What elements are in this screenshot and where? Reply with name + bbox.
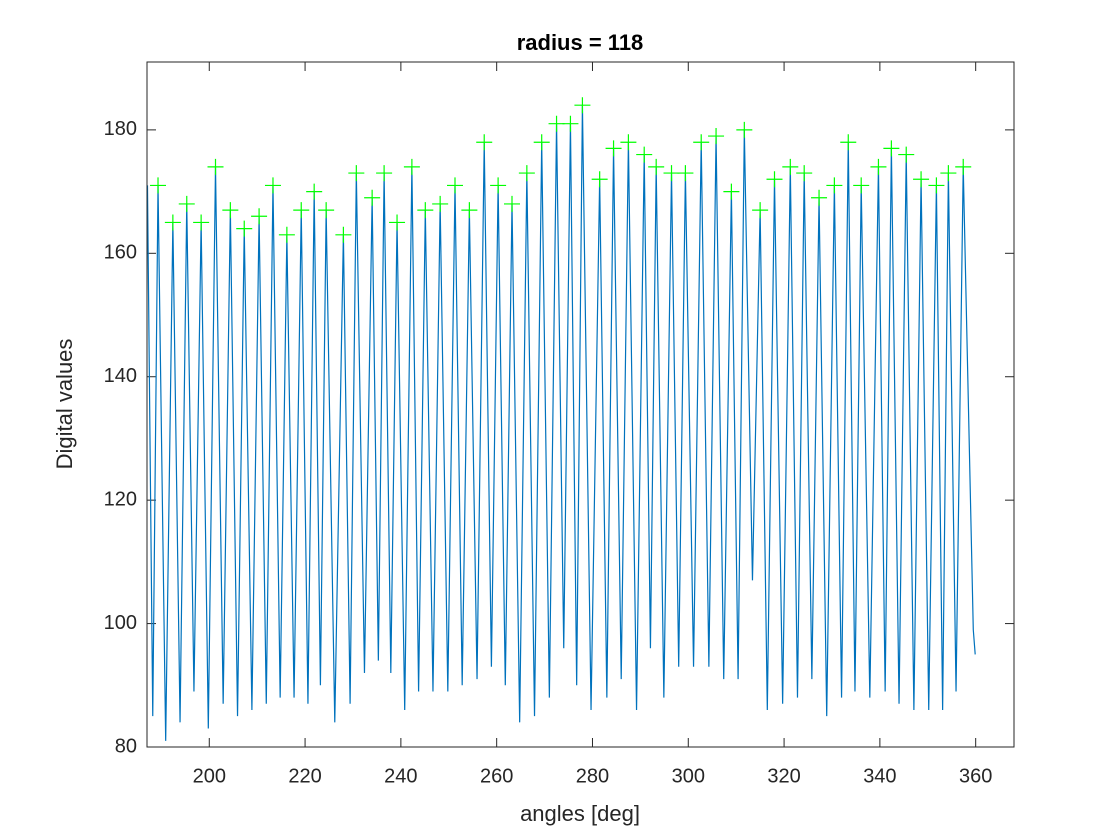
x-axis-label: angles [deg] (520, 801, 640, 826)
peak-marker (447, 177, 464, 194)
peak-marker (490, 177, 507, 194)
peak-marker (648, 158, 665, 175)
x-tick-label: 320 (767, 765, 800, 787)
peak-marker (251, 208, 268, 225)
peak-marker (504, 195, 521, 212)
peak-marker (264, 177, 281, 194)
peak-marker (853, 177, 870, 194)
peak-marker (432, 195, 449, 212)
peak-marker (222, 202, 239, 219)
y-tick-label: 100 (104, 612, 137, 634)
peak-marker (476, 134, 493, 151)
peak-marker (620, 134, 637, 151)
peak-marker (928, 177, 945, 194)
peak-marker (403, 158, 420, 175)
x-tick-label: 300 (672, 765, 705, 787)
peak-marker (548, 115, 565, 132)
y-tick-label: 160 (104, 242, 137, 264)
peak-marker (782, 158, 799, 175)
peak-marker (677, 165, 694, 182)
peak-marker (318, 202, 335, 219)
peak-marker (723, 183, 740, 200)
peak-marker (870, 158, 887, 175)
peak-marker (306, 183, 323, 200)
peak-marker (207, 158, 224, 175)
peak-marker (164, 214, 181, 231)
peak-marker (811, 189, 828, 206)
peak-marker (913, 171, 930, 188)
plot-area (147, 97, 976, 741)
y-tick-label: 80 (115, 735, 137, 757)
peak-marker (376, 165, 393, 182)
peak-marker (883, 140, 900, 157)
x-tick-label: 360 (959, 765, 992, 787)
peak-marker (293, 202, 310, 219)
peak-marker (605, 140, 622, 157)
axes-box (146, 61, 1015, 748)
peak-marker (461, 202, 478, 219)
peak-marker (796, 165, 813, 182)
peak-marker (150, 177, 167, 194)
peak-marker (417, 202, 434, 219)
peak-marker (278, 226, 295, 243)
y-tick-label: 180 (104, 118, 137, 140)
x-tick-label: 200 (193, 765, 226, 787)
x-tick-label: 340 (863, 765, 896, 787)
peak-marker (693, 134, 710, 151)
peak-marker (518, 165, 535, 182)
peak-marker (955, 158, 972, 175)
peak-marker (178, 195, 195, 212)
chart-title: radius = 118 (517, 30, 644, 55)
peak-marker (898, 146, 915, 163)
y-axis-label: Digital values (52, 339, 77, 470)
peak-marker (826, 177, 843, 194)
x-tick-label: 280 (576, 765, 609, 787)
peak-marker (389, 214, 406, 231)
peak-marker (348, 165, 365, 182)
x-tick-label: 260 (480, 765, 513, 787)
peak-marker (193, 214, 210, 231)
peak-marker (663, 165, 680, 182)
peak-marker (574, 97, 591, 114)
peak-marker (940, 165, 957, 182)
x-tick-label: 240 (384, 765, 417, 787)
peak-marker (636, 146, 653, 163)
peak-marker (364, 189, 381, 206)
peak-marker (766, 171, 783, 188)
peak-marker (533, 134, 550, 151)
peak-marker (562, 115, 579, 132)
peak-marker (591, 171, 608, 188)
peak-marker (736, 121, 753, 138)
peak-marker (236, 220, 253, 237)
peak-marker (708, 128, 725, 145)
peak-marker (335, 226, 352, 243)
peak-marker (752, 202, 769, 219)
y-tick-label: 140 (104, 365, 137, 387)
y-tick-label: 120 (104, 488, 137, 510)
peak-marker (840, 134, 857, 151)
x-tick-label: 220 (288, 765, 321, 787)
